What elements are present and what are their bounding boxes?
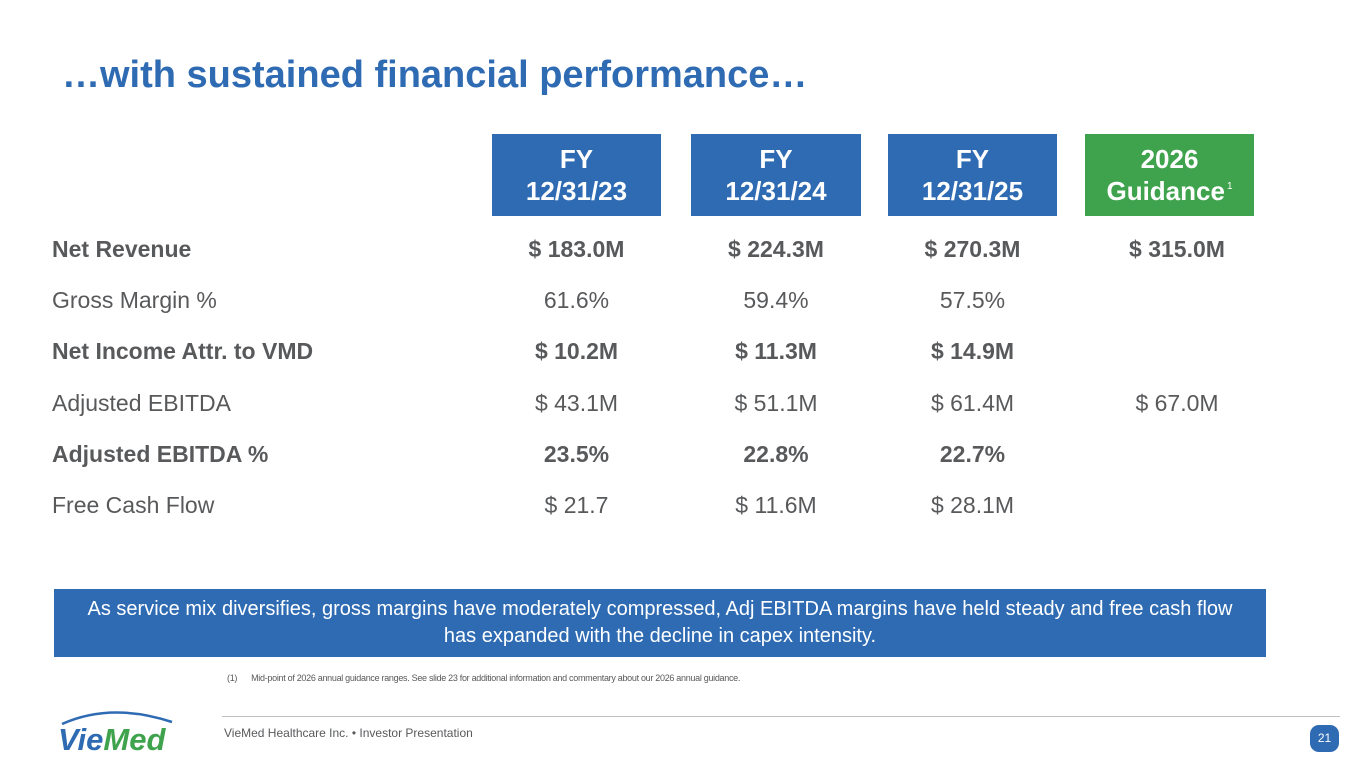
- slide-title: …with sustained financial performance…: [62, 54, 808, 96]
- column-header-line1: 2026: [1140, 144, 1199, 174]
- row-gross-margin: Gross Margin % 61.6% 59.4% 57.5%: [0, 279, 1365, 319]
- column-header-line1: FY: [955, 144, 990, 174]
- row-label: Net Income Attr. to VMD: [52, 338, 314, 364]
- row-net-revenue: Net Revenue $ 183.0M $ 224.3M $ 270.3M $…: [0, 228, 1365, 268]
- footnote: (1) Mid-point of 2026 annual guidance ran…: [227, 673, 740, 683]
- page-number-badge: 21: [1310, 725, 1339, 752]
- cell-fy2023: 23.5%: [543, 441, 610, 467]
- viemed-logo: VieMed: [58, 711, 173, 754]
- cell-guidance-2026: $ 67.0M: [1135, 390, 1219, 416]
- column-header-fy2024: FY 12/31/24: [691, 134, 861, 216]
- column-header-line2: 12/31/24: [725, 176, 827, 206]
- footnote-text: Mid-point of 2026 annual guidance ranges…: [251, 673, 741, 683]
- page-number: 21: [1317, 731, 1332, 745]
- cell-fy2024: $ 11.6M: [735, 492, 817, 518]
- row-label: Adjusted EBITDA %: [52, 441, 269, 467]
- footnote-number: (1): [227, 673, 238, 683]
- cell-fy2023: $ 183.0M: [528, 236, 625, 262]
- summary-callout: As service mix diversifies, gross margin…: [54, 589, 1266, 657]
- column-header-line1: FY: [559, 144, 594, 174]
- footer-separator: •: [351, 726, 357, 740]
- column-header-line2: Guidance 1: [1085, 175, 1254, 207]
- footer-document: Investor Presentation: [359, 726, 473, 740]
- cell-fy2023: $ 21.7: [544, 492, 609, 518]
- cell-fy2024: $ 11.3M: [735, 338, 817, 364]
- cell-fy2025: $ 270.3M: [924, 236, 1021, 262]
- footer-company: VieMed Healthcare Inc.: [224, 726, 349, 740]
- column-header-fy2023: FY 12/31/23: [492, 134, 661, 216]
- cell-fy2025: $ 14.9M: [930, 338, 1015, 364]
- footnote-ref: 1: [1226, 181, 1233, 192]
- cell-fy2025: $ 61.4M: [930, 390, 1015, 416]
- row-label: Adjusted EBITDA: [52, 390, 231, 416]
- cell-guidance-2026: $ 315.0M: [1129, 236, 1225, 262]
- cell-fy2024: 22.8%: [743, 441, 809, 467]
- logo-wordmark: VieMed: [58, 722, 166, 754]
- row-net-income: Net Income Attr. to VMD $ 10.2M $ 11.3M …: [0, 330, 1365, 370]
- column-header-line2: 12/31/23: [525, 176, 628, 206]
- column-header-fy2025: FY 12/31/25: [888, 134, 1057, 216]
- footer-divider: [222, 716, 1340, 717]
- row-adjusted-ebitda: Adjusted EBITDA $ 43.1M $ 51.1M $ 61.4M …: [0, 382, 1365, 422]
- row-label: Net Revenue: [52, 236, 192, 262]
- cell-fy2023: $ 43.1M: [534, 390, 619, 416]
- cell-fy2024: $ 224.3M: [728, 236, 824, 262]
- cell-fy2025: $ 28.1M: [930, 492, 1015, 518]
- row-free-cash-flow: Free Cash Flow $ 21.7 $ 11.6M $ 28.1M: [0, 484, 1365, 524]
- logo-part-med: Med: [103, 722, 166, 754]
- summary-callout-text: As service mix diversifies, gross margin…: [87, 598, 1233, 647]
- logo-part-vie: Vie: [58, 722, 103, 754]
- cell-fy2023: 61.6%: [543, 287, 610, 313]
- cell-fy2025: 57.5%: [939, 287, 1006, 313]
- cell-fy2025: 22.7%: [939, 441, 1006, 467]
- column-header-guidance-label: Guidance: [1106, 176, 1225, 206]
- cell-fy2024: 59.4%: [743, 287, 809, 313]
- footer-caption: VieMed Healthcare Inc. • Investor Presen…: [224, 726, 473, 740]
- row-label: Free Cash Flow: [52, 492, 215, 518]
- cell-fy2024: $ 51.1M: [734, 390, 818, 416]
- logo-swoosh: [61, 711, 173, 726]
- column-header-2026-guidance: 2026 Guidance 1: [1085, 134, 1254, 216]
- cell-fy2023: $ 10.2M: [534, 338, 619, 364]
- row-adjusted-ebitda-pct: Adjusted EBITDA % 23.5% 22.8% 22.7%: [0, 433, 1365, 473]
- row-label: Gross Margin %: [52, 287, 217, 313]
- column-header-line2: 12/31/25: [921, 176, 1024, 206]
- column-header-line1: FY: [759, 144, 793, 174]
